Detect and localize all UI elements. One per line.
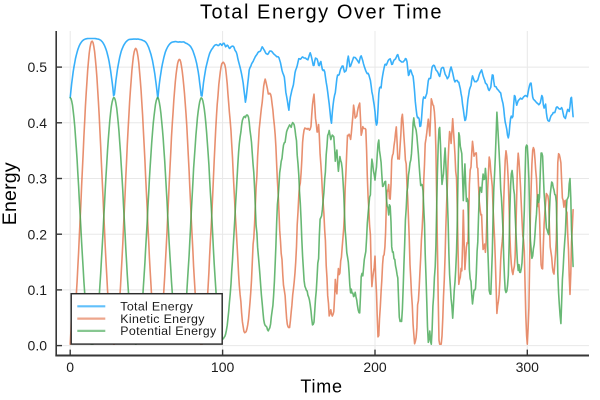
svg-text:200: 200 — [363, 359, 387, 375]
svg-text:Kinetic Energy: Kinetic Energy — [120, 312, 205, 326]
svg-text:0.3: 0.3 — [28, 171, 48, 187]
svg-text:Total Energy: Total Energy — [120, 300, 193, 314]
svg-text:0.5: 0.5 — [28, 59, 48, 75]
svg-text:0.0: 0.0 — [28, 338, 48, 354]
svg-text:300: 300 — [516, 359, 540, 375]
svg-text:Energy: Energy — [0, 162, 21, 225]
svg-text:0.2: 0.2 — [28, 226, 48, 242]
svg-text:0: 0 — [66, 359, 74, 375]
svg-text:Potential Energy: Potential Energy — [120, 324, 217, 338]
svg-text:Time: Time — [300, 376, 343, 396]
svg-text:100: 100 — [211, 359, 235, 375]
svg-text:Total Energy Over Time: Total Energy Over Time — [200, 1, 443, 23]
svg-text:0.1: 0.1 — [28, 282, 48, 298]
svg-text:0.4: 0.4 — [28, 115, 48, 131]
